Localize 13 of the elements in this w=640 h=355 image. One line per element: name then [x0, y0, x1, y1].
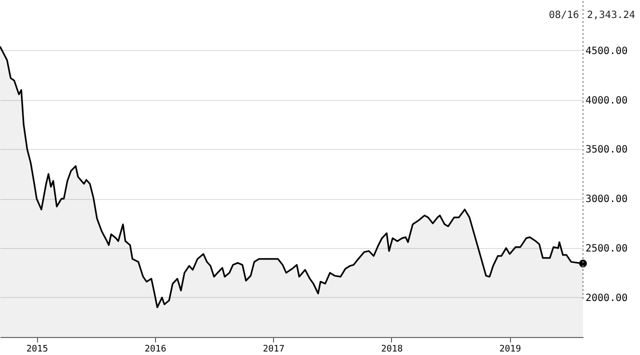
- x-tick-label: 2015: [26, 344, 48, 354]
- y-tick-label: 3500.00: [586, 144, 628, 156]
- x-tick-label: 2018: [381, 344, 403, 354]
- x-tick-label: 2016: [144, 344, 166, 354]
- x-tick-label: 2019: [499, 344, 522, 354]
- annotation: 08/16: [548, 10, 579, 21]
- y-tick-label: 4000.00: [586, 95, 628, 106]
- x-tick-label: 2017: [262, 344, 285, 354]
- y-tick-label: 4500.00: [586, 46, 628, 57]
- y-tick-label: 2000.00: [586, 292, 628, 304]
- text: 2,343.24: [587, 10, 636, 21]
- y-tick-label: 2500.00: [586, 244, 628, 255]
- y-tick-label: 3000.00: [586, 194, 628, 206]
